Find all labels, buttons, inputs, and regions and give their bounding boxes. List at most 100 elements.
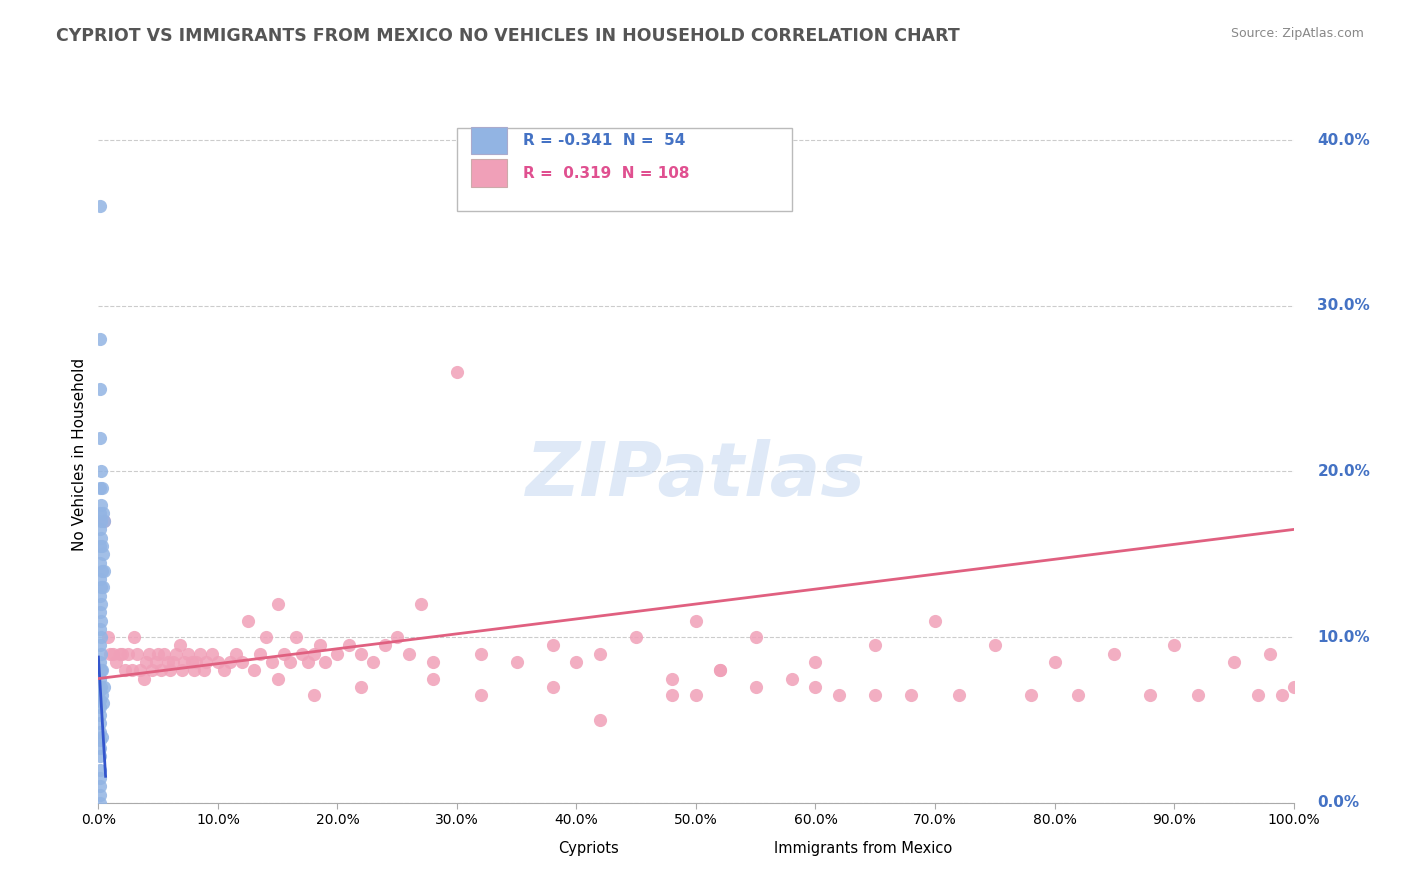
Point xyxy=(780,672,803,686)
Point xyxy=(302,647,325,661)
Point xyxy=(156,655,179,669)
Point xyxy=(260,655,283,669)
Point xyxy=(121,663,143,677)
Point xyxy=(89,788,111,802)
Point xyxy=(863,639,886,653)
Point xyxy=(90,597,112,611)
Point xyxy=(183,663,205,677)
Point xyxy=(267,672,290,686)
Point xyxy=(89,589,111,603)
Point xyxy=(89,708,111,723)
Point xyxy=(90,630,112,644)
Point xyxy=(98,647,122,661)
Text: R = -0.341  N =  54: R = -0.341 N = 54 xyxy=(523,133,685,148)
Point xyxy=(308,639,330,653)
Point xyxy=(207,655,229,669)
Point xyxy=(1258,647,1281,661)
Point xyxy=(90,498,112,512)
Point xyxy=(89,655,111,669)
Point xyxy=(541,680,564,694)
Point xyxy=(89,622,111,636)
Point xyxy=(91,539,114,553)
Point xyxy=(124,630,146,644)
Point xyxy=(90,581,112,595)
Text: 0.0%: 0.0% xyxy=(1317,796,1360,810)
Point xyxy=(125,647,148,661)
Point xyxy=(350,647,373,661)
Point xyxy=(661,688,683,702)
Point xyxy=(89,639,111,653)
Point xyxy=(90,514,112,528)
Point xyxy=(89,605,111,619)
Point xyxy=(173,655,195,669)
Point xyxy=(1246,688,1268,702)
Point xyxy=(90,531,112,545)
Point xyxy=(863,688,886,702)
Point xyxy=(193,663,215,677)
Point xyxy=(1102,647,1125,661)
Point xyxy=(93,564,115,578)
Point xyxy=(172,663,194,677)
Point xyxy=(89,672,111,686)
Text: Source: ZipAtlas.com: Source: ZipAtlas.com xyxy=(1230,27,1364,40)
Point xyxy=(91,481,114,495)
Point xyxy=(948,688,970,702)
Point xyxy=(804,655,827,669)
Point xyxy=(565,655,588,669)
Point xyxy=(624,630,647,644)
Point xyxy=(661,672,683,686)
Point xyxy=(249,647,271,661)
Point xyxy=(201,647,224,661)
Point xyxy=(1043,655,1066,669)
Point xyxy=(89,763,111,777)
Point xyxy=(1271,688,1294,702)
Point xyxy=(90,614,112,628)
Point xyxy=(804,680,827,694)
Point xyxy=(506,655,529,669)
Point xyxy=(231,655,253,669)
Point xyxy=(398,647,420,661)
Point xyxy=(138,647,160,661)
Point xyxy=(132,672,155,686)
Point xyxy=(89,699,111,714)
Point xyxy=(685,614,707,628)
Point xyxy=(93,680,115,694)
Point xyxy=(135,655,157,669)
Text: ZIPatlas: ZIPatlas xyxy=(526,439,866,512)
Point xyxy=(1019,688,1042,702)
Point xyxy=(212,663,235,677)
Text: Cypriots: Cypriots xyxy=(558,840,619,855)
Point xyxy=(89,523,111,537)
Text: CYPRIOT VS IMMIGRANTS FROM MEXICO NO VEHICLES IN HOUSEHOLD CORRELATION CHART: CYPRIOT VS IMMIGRANTS FROM MEXICO NO VEH… xyxy=(56,27,960,45)
Point xyxy=(900,688,922,702)
Point xyxy=(470,647,492,661)
Point xyxy=(745,680,768,694)
Point xyxy=(337,639,360,653)
Point xyxy=(446,365,468,379)
Point xyxy=(350,680,373,694)
Point xyxy=(105,655,128,669)
Point xyxy=(89,431,111,445)
Point xyxy=(93,514,115,528)
FancyBboxPatch shape xyxy=(510,839,547,860)
Point xyxy=(165,647,187,661)
Point xyxy=(186,655,208,669)
Point xyxy=(169,639,191,653)
Point xyxy=(541,639,564,653)
Point xyxy=(159,663,181,677)
Point xyxy=(278,655,301,669)
Point xyxy=(89,771,111,785)
Point xyxy=(180,655,202,669)
Text: 30.0%: 30.0% xyxy=(1317,298,1371,313)
Point xyxy=(297,655,319,669)
Point xyxy=(983,639,1005,653)
Point xyxy=(709,663,731,677)
Text: R =  0.319  N = 108: R = 0.319 N = 108 xyxy=(523,166,689,181)
Point xyxy=(93,514,115,528)
Point xyxy=(89,382,111,396)
Point xyxy=(89,693,111,707)
FancyBboxPatch shape xyxy=(471,159,508,187)
Point xyxy=(91,581,114,595)
Point xyxy=(90,465,112,479)
Point xyxy=(177,647,200,661)
